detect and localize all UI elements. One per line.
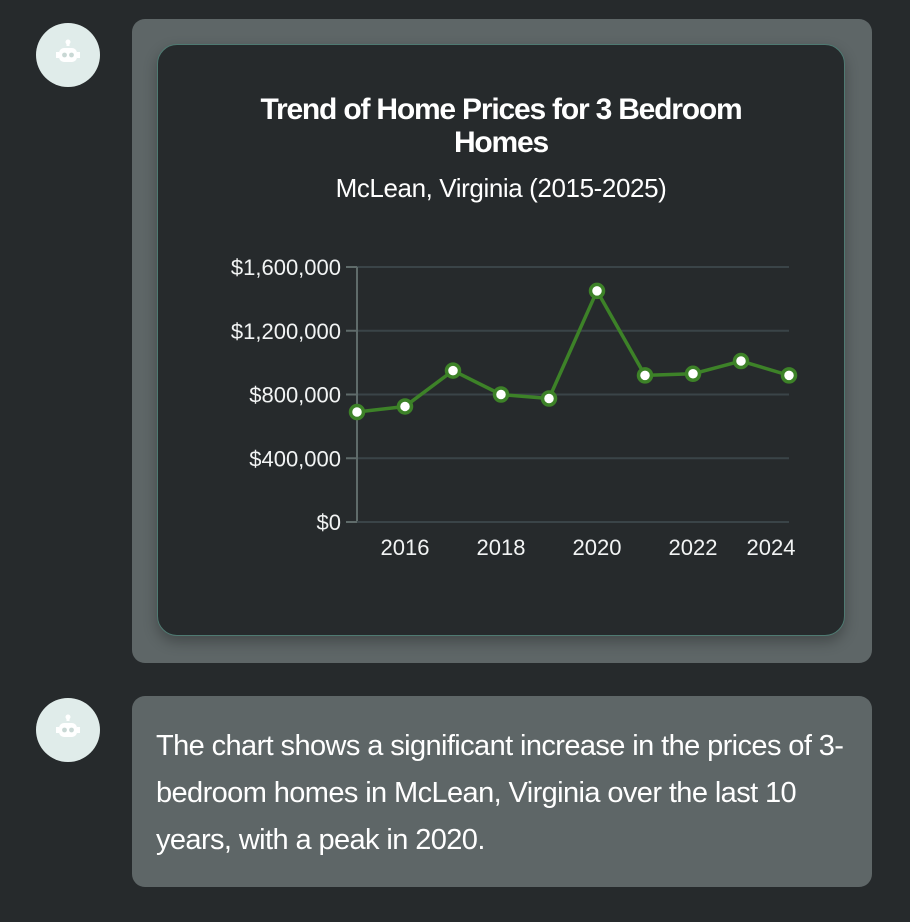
- robot-icon: [56, 39, 80, 62]
- data-point: [348, 403, 366, 421]
- assistant-avatar: [36, 23, 100, 87]
- y-tick-label: $400,000: [249, 446, 341, 471]
- text-message-bubble: The chart shows a significant increase i…: [132, 696, 872, 887]
- assistant-avatar: [36, 698, 100, 762]
- chart-card: Trend of Home Prices for 3 Bedroom Homes…: [157, 44, 845, 636]
- x-tick-label: 2022: [669, 535, 718, 560]
- price-line: [356, 289, 790, 414]
- robot-icon: [56, 714, 80, 737]
- data-point: [540, 390, 558, 407]
- chart-title: Trend of Home Prices for 3 Bedroom Homes: [260, 93, 743, 159]
- message-text: The chart shows a significant increase i…: [156, 730, 844, 856]
- y-tick-label: $1,600,000: [231, 255, 341, 280]
- chart-subtitle: McLean, Virginia (2015-2025): [335, 173, 667, 203]
- data-point: [396, 398, 414, 415]
- y-tick-label: $800,000: [249, 383, 341, 408]
- data-point: [636, 367, 654, 384]
- chart-message-bubble: Trend of Home Prices for 3 Bedroom Homes…: [132, 19, 872, 663]
- line-chart: $0 $400,000 $800,000 $1,200,000 $1,600,000 20…: [231, 255, 798, 560]
- data-point: [444, 362, 462, 379]
- data-point: [588, 282, 606, 300]
- data-point: [780, 367, 798, 384]
- x-tick-label: 2018: [477, 535, 526, 560]
- x-tick-label: 2024: [747, 535, 796, 560]
- data-point: [492, 386, 510, 403]
- x-tick-label: 2020: [573, 535, 622, 560]
- data-point: [732, 352, 750, 370]
- y-tick-label: $1,200,000: [231, 319, 341, 344]
- data-point: [684, 365, 702, 383]
- y-tick-label: $0: [317, 510, 341, 535]
- x-tick-label: 2016: [381, 535, 430, 560]
